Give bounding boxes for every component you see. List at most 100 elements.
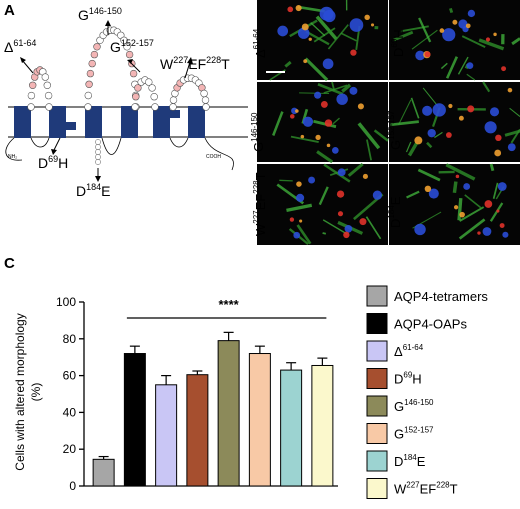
residue-bead: [148, 84, 156, 92]
micrograph-nucleus: [497, 182, 507, 191]
residue-bead: [129, 69, 138, 78]
micrograph-fiber: [304, 57, 329, 82]
micrograph-fiber: [452, 181, 458, 194]
micrograph-nucleus: [428, 188, 439, 199]
micrograph-signal: [467, 105, 475, 113]
helix-3: [85, 106, 102, 138]
residue-bead: [45, 103, 53, 111]
micrograph-signal: [324, 119, 333, 127]
micrograph-nucleus: [442, 28, 456, 42]
micrograph-fiber: [405, 141, 412, 153]
image-label-g152-157: G152-157: [387, 110, 403, 150]
nh2-label: NH₂: [8, 154, 17, 160]
helix-he: [170, 110, 180, 118]
micrograph-signal: [494, 149, 502, 157]
micrograph-nucleus: [302, 116, 314, 127]
arrowhead-g146: [105, 20, 111, 26]
micrograph-signal: [308, 37, 312, 41]
micrograph-signal: [370, 23, 375, 27]
micrograph-fiber: [341, 83, 352, 93]
micrograph-fiber: [322, 219, 348, 235]
micrograph-fiber: [290, 135, 319, 143]
micrograph-signal: [459, 211, 465, 218]
n-terminus: [5, 137, 23, 161]
legend-swatch: [366, 340, 388, 362]
arrowhead-d184: [95, 176, 101, 182]
micrograph-tile: [389, 0, 520, 80]
arrow-d69: [53, 137, 61, 151]
residue-bead: [41, 73, 49, 81]
micrograph-signal: [495, 134, 502, 142]
residue-bead: [90, 50, 99, 59]
micrograph-signal: [507, 87, 513, 93]
micrograph-fiber: [426, 141, 433, 149]
residue-bead: [150, 92, 158, 101]
helix-4: [121, 106, 138, 138]
residue-bead: [84, 91, 93, 100]
micrograph-fiber: [323, 84, 348, 94]
micrograph-fiber: [459, 206, 485, 222]
micrograph-nucleus: [489, 107, 500, 117]
chart-legend: AQP4-tetramers AQP4-OAPs Δ61-64 D69H G146-15…: [366, 285, 488, 499]
micrograph-fiber: [440, 62, 448, 70]
residue-bead: [29, 81, 37, 90]
micrograph-fiber: [297, 5, 325, 13]
micrograph-nucleus: [296, 193, 305, 202]
micrograph-signal: [290, 114, 295, 119]
label-d69h: D69H: [38, 154, 68, 171]
micrograph-signal: [465, 23, 471, 29]
micrograph-fiber: [393, 30, 414, 42]
y-tick-label: 0: [69, 479, 76, 493]
micrograph-fiber: [340, 32, 357, 42]
micrograph-fiber: [464, 194, 482, 209]
micrograph-signal: [303, 59, 308, 64]
micrograph-signal: [484, 200, 493, 208]
residue-bead: [27, 91, 36, 100]
micrograph-fiber: [332, 117, 340, 125]
micrograph-nucleus: [331, 147, 339, 154]
micrograph-fiber: [422, 87, 439, 107]
micrograph-nucleus: [349, 86, 358, 95]
micrograph-grid: [257, 0, 520, 246]
significance-marker: ****: [218, 297, 239, 312]
micrograph-signal: [301, 23, 309, 31]
micrograph-fiber: [286, 203, 313, 213]
residue-bead: [151, 103, 159, 111]
micrograph-nucleus: [466, 62, 474, 70]
micrograph-fiber: [461, 35, 486, 49]
residue-bead: [134, 84, 142, 92]
micrograph-fiber: [445, 163, 476, 181]
micrograph-fiber: [322, 232, 327, 235]
micrograph-signal: [336, 190, 345, 198]
micrograph-signal: [359, 218, 367, 226]
micrograph-fiber: [279, 179, 293, 182]
micrograph-signal: [320, 100, 328, 108]
micrograph-nucleus: [323, 9, 336, 23]
micrograph-fiber: [315, 15, 338, 41]
image-label-d69h: D69H: [390, 29, 406, 57]
micrograph-nucleus: [427, 128, 436, 138]
micrograph-signal: [326, 143, 331, 148]
micrograph-nucleus: [484, 121, 497, 134]
micrograph-signal: [414, 136, 423, 145]
panel-label-a: A: [4, 2, 15, 19]
mutation-arrows: [21, 25, 191, 178]
bar: [311, 364, 334, 487]
micrograph-fiber: [492, 182, 499, 199]
arrowhead-w227: [187, 57, 193, 64]
residue-bead: [95, 159, 101, 165]
micrograph-signal: [501, 66, 507, 72]
residue-bead: [43, 81, 51, 90]
y-tick-label: 80: [63, 332, 77, 346]
micrograph-fiber: [310, 22, 326, 37]
micrograph-signal: [296, 181, 302, 187]
micrograph-nucleus: [415, 50, 425, 61]
residue-bead: [44, 91, 53, 100]
micrograph-nucleus: [297, 27, 310, 39]
legend-swatch: [366, 423, 388, 444]
residue-bead: [95, 154, 101, 160]
micrograph-nucleus: [432, 103, 446, 117]
micrograph-fiber: [347, 162, 364, 177]
micrograph-fiber: [489, 163, 495, 172]
legend-swatch: [366, 395, 388, 417]
